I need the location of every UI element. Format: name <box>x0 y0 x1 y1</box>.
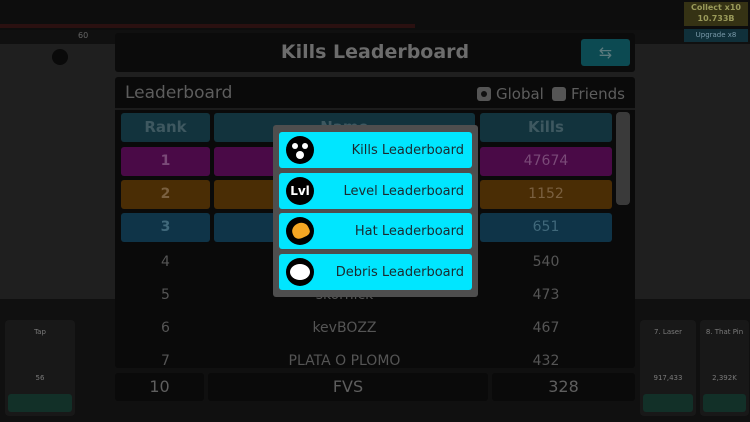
card-value: 917,433 <box>653 374 683 382</box>
swap-leaderboard-button[interactable]: ⇆ <box>581 39 630 66</box>
radio-unchecked-icon <box>552 87 566 101</box>
debris-cloud-icon <box>286 258 314 286</box>
rank-cell: 3 <box>121 213 210 242</box>
rank-cell: 5 <box>161 287 170 303</box>
scrollbar-thumb[interactable] <box>616 112 630 205</box>
self-name: FVS <box>208 373 488 401</box>
divider <box>115 108 635 110</box>
upgrade-card[interactable]: 8. That Pin 2,392K <box>700 320 749 416</box>
filter-label: Global <box>496 85 544 103</box>
lvl-badge-icon: Lvl <box>286 177 314 205</box>
kills-cell: 540 <box>532 254 560 270</box>
leaderboard-type-menu: Kills Leaderboard Lvl Level Leaderboard … <box>273 125 478 297</box>
modal-title: Kills Leaderboard <box>280 41 470 63</box>
level-value: 60 <box>78 31 89 40</box>
card-title: 8. That Pin <box>705 328 744 336</box>
shocked-face-icon <box>286 136 314 164</box>
self-kills: 328 <box>492 373 635 401</box>
filter-label: Friends <box>571 85 625 103</box>
menu-item-debris-leaderboard[interactable]: Debris Leaderboard <box>279 254 472 290</box>
buy-button[interactable] <box>703 394 746 412</box>
card-value: 56 <box>35 374 45 382</box>
swap-arrows-icon: ⇆ <box>598 43 613 62</box>
kills-cell: 432 <box>532 353 560 369</box>
menu-item-label: Kills Leaderboard <box>351 142 464 158</box>
card-title: Tap <box>34 328 46 336</box>
card-value: 2,392K <box>712 374 737 382</box>
progress-bar <box>0 24 415 28</box>
buy-button[interactable] <box>643 394 693 412</box>
rank-cell: 7 <box>161 353 170 369</box>
kills-cell: 467 <box>532 320 560 336</box>
menu-item-label: Hat Leaderboard <box>354 223 464 239</box>
collect-button[interactable]: Collect x10 10.733B <box>684 2 748 26</box>
card-title: 7. Laser <box>654 328 682 336</box>
filter-global[interactable]: Global <box>477 85 544 103</box>
collect-label: Collect x10 <box>691 3 741 12</box>
header-rank: Rank <box>121 113 210 142</box>
name-cell: kevBOZZ <box>312 320 377 336</box>
menu-item-kills-leaderboard[interactable]: Kills Leaderboard <box>279 132 472 168</box>
menu-item-level-leaderboard[interactable]: Lvl Level Leaderboard <box>279 173 472 209</box>
modal-title-bar: Kills Leaderboard ⇆ <box>115 33 635 72</box>
upgrade-button[interactable]: Upgrade x8 <box>684 29 748 42</box>
kills-cell: 47674 <box>480 147 612 176</box>
radio-checked-icon <box>477 87 491 101</box>
self-rank: 10 <box>115 373 204 401</box>
menu-item-label: Debris Leaderboard <box>335 264 464 280</box>
upgrade-card[interactable]: Tap 56 <box>5 320 75 416</box>
hard-hat-icon <box>286 217 314 245</box>
kills-cell: 1152 <box>480 180 612 209</box>
header-kills: Kills <box>480 113 612 142</box>
collect-value: 10.733B <box>697 14 735 23</box>
rank-cell: 2 <box>121 180 210 209</box>
name-cell: PLATA O PLOMO <box>288 353 401 369</box>
menu-item-hat-leaderboard[interactable]: Hat Leaderboard <box>279 213 472 249</box>
kills-cell: 473 <box>532 287 560 303</box>
rank-cell: 4 <box>161 254 170 270</box>
kills-cell: 651 <box>480 213 612 242</box>
ball <box>52 49 68 65</box>
rank-cell: 6 <box>161 320 170 336</box>
menu-item-label: Level Leaderboard <box>343 183 464 199</box>
buy-button[interactable] <box>8 394 72 412</box>
upgrade-card[interactable]: 7. Laser 917,433 <box>640 320 696 416</box>
panel-heading: Leaderboard <box>125 83 233 103</box>
rank-cell: 1 <box>121 147 210 176</box>
filter-friends[interactable]: Friends <box>552 85 625 103</box>
